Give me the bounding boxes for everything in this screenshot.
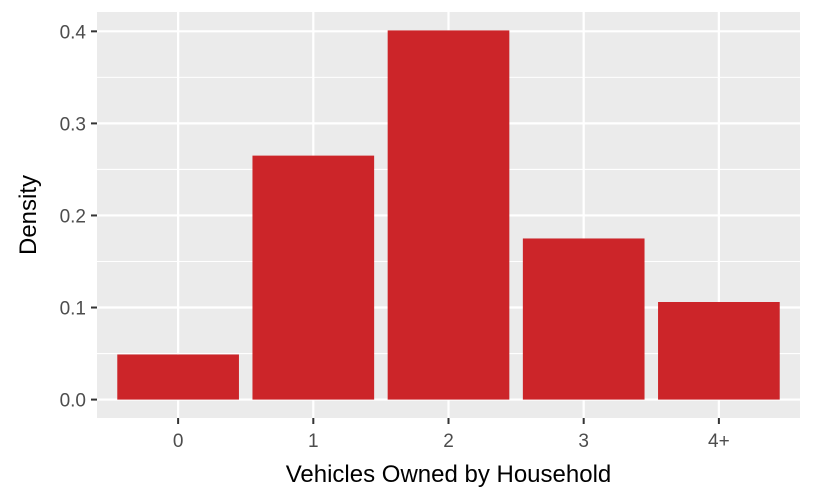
y-tick-label: 0.3 (60, 114, 86, 135)
bars (117, 30, 780, 400)
y-tick-label: 0.0 (60, 391, 86, 412)
bar-3 (522, 238, 645, 400)
x-tick-label: 2 (443, 431, 454, 452)
x-tick-label: 0 (173, 431, 184, 452)
x-tick-label: 1 (308, 431, 319, 452)
x-axis-title: Vehicles Owned by Household (286, 461, 612, 488)
y-tick-label: 0.2 (60, 206, 86, 227)
bar-2 (387, 30, 510, 400)
y-tick-label: 0.4 (60, 22, 87, 43)
bar-0 (117, 354, 239, 400)
y-tick-label: 0.1 (60, 299, 86, 320)
x-tick-label: 4+ (708, 431, 730, 452)
x-tick-label: 3 (578, 431, 589, 452)
x-axis: 0 1 2 3 4+ (173, 418, 730, 452)
bar-4+ (658, 302, 780, 400)
bar-1 (252, 155, 375, 400)
y-axis: 0.0 0.1 0.2 0.3 0.4 (60, 22, 97, 412)
y-axis-title: Density (15, 175, 42, 255)
